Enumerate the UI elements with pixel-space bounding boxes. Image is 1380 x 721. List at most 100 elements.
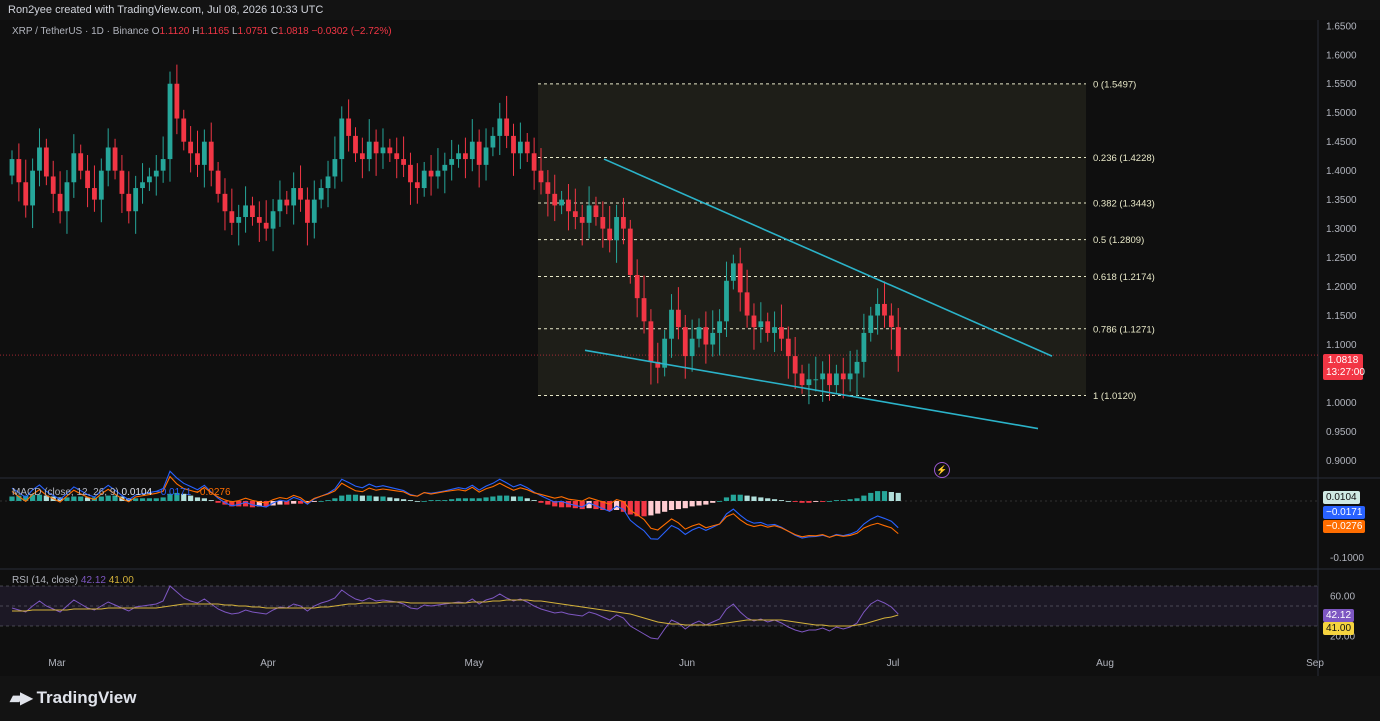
- candle-body: [449, 159, 455, 165]
- open-value: 1.1120: [159, 26, 190, 37]
- macd-histogram-bar: [806, 501, 812, 503]
- candle-body: [572, 211, 578, 218]
- price-tick-label: 1.2500: [1326, 253, 1357, 264]
- macd-histogram-bar: [833, 500, 839, 501]
- macd-histogram-bar: [304, 501, 311, 503]
- macd-signal-line: [11, 475, 899, 538]
- symbol-label: XRP / TetherUS · 1D · Binance: [12, 26, 149, 37]
- candle-body: [895, 327, 901, 357]
- candle-body: [442, 164, 448, 171]
- price-chart[interactable]: 1.6500 1.6000 1.5500 1.5000 1.4500 1.4000 1.35…: [0, 20, 1380, 676]
- macd-line-badge: −0.0171: [1323, 506, 1366, 519]
- last-price: 1.0818: [1327, 355, 1359, 366]
- candle-body: [50, 176, 56, 194]
- candle-body: [57, 193, 63, 212]
- candle-body: [888, 315, 894, 328]
- macd-histogram-bar: [792, 501, 798, 502]
- macd-histogram-bar: [758, 497, 764, 501]
- candle-body: [23, 182, 29, 206]
- chart-frame[interactable]: 1.6500 1.6000 1.5500 1.5000 1.4500 1.4000 1.35…: [0, 20, 1380, 676]
- time-tick-label: Aug: [1096, 658, 1114, 669]
- candle-body: [785, 338, 791, 357]
- macd-histogram-bar: [387, 497, 393, 501]
- macd-histogram-bar: [517, 496, 523, 501]
- low-label: L: [231, 26, 238, 37]
- macd-histogram-bar: [662, 501, 668, 512]
- low-value: 1.0751: [237, 26, 269, 37]
- lightning-icon[interactable]: ⚡: [934, 462, 950, 478]
- candle-body: [332, 159, 338, 177]
- price-tick-label: 0.9500: [1326, 427, 1357, 438]
- macd-histogram-bar: [201, 498, 207, 501]
- macd-histogram-bar: [813, 501, 819, 502]
- candle-body: [765, 321, 771, 333]
- candle-body: [318, 188, 324, 200]
- candle-body: [517, 141, 523, 154]
- candle-body: [250, 205, 255, 218]
- candle-body: [669, 309, 674, 339]
- macd-histogram-bar: [311, 501, 317, 502]
- candle-body: [772, 327, 777, 333]
- close-value: 1.0818: [278, 26, 309, 37]
- candle-body: [545, 182, 551, 194]
- macd-histogram-bar: [785, 501, 791, 502]
- price-tick-label: 1.6000: [1326, 50, 1357, 61]
- candle-body: [277, 199, 283, 212]
- macd-histogram-bar: [689, 501, 695, 507]
- price-tick-label: 0.9000: [1326, 456, 1357, 467]
- candle-body: [78, 153, 84, 171]
- candle-body: [346, 118, 352, 136]
- macd-histogram-bar: [407, 500, 414, 501]
- rsi-tick-label: 60.00: [1330, 592, 1355, 603]
- candle-body: [373, 141, 379, 154]
- macd-histogram-bar: [476, 498, 482, 501]
- macd-histogram-bar: [133, 498, 139, 501]
- macd-histogram-bar: [366, 495, 372, 501]
- macd-histogram-bar: [771, 499, 778, 501]
- macd-histogram-bar: [579, 501, 585, 510]
- macd-signal-badge: −0.0276: [1323, 520, 1366, 533]
- price-tick-label: 1.3500: [1326, 195, 1357, 206]
- tradingview-logo[interactable]: ▰▶ TradingView: [10, 688, 136, 708]
- macd-histogram-bar: [737, 494, 743, 501]
- candle-body: [387, 147, 393, 154]
- candle-body: [167, 83, 173, 160]
- candle-body: [105, 147, 111, 171]
- macd-tick-label: -0.1000: [1330, 553, 1364, 564]
- rsi-ma-line: [12, 599, 899, 627]
- macd-histogram-bar: [167, 493, 173, 501]
- price-tick-label: 1.5000: [1326, 108, 1357, 119]
- macd-histogram-bar: [421, 501, 427, 502]
- candle-body: [882, 303, 887, 316]
- macd-histogram-bar: [490, 496, 496, 501]
- candle-body: [840, 373, 846, 380]
- candle-body: [813, 379, 819, 381]
- candle-body: [311, 199, 317, 223]
- candle-body: [627, 228, 633, 275]
- candle-body: [717, 321, 723, 333]
- candle-body: [160, 159, 166, 171]
- time-tick-label: Jun: [679, 658, 695, 669]
- candle-body: [174, 83, 180, 119]
- macd-histogram-bar: [655, 501, 661, 514]
- macd-histogram-bar: [43, 495, 49, 501]
- candle-body: [566, 199, 571, 212]
- macd-histogram-bar: [723, 497, 730, 501]
- price-tick-label: 1.2000: [1326, 282, 1357, 293]
- time-tick-label: May: [465, 658, 484, 669]
- high-value: 1.1165: [199, 26, 230, 37]
- fib-level-label: 0.5 (1.2809): [1093, 235, 1144, 246]
- macd-histogram-bar: [847, 499, 853, 501]
- candle-body: [147, 176, 152, 183]
- macd-histogram-bar: [400, 499, 407, 501]
- candle-body: [483, 147, 489, 165]
- macd-histogram-bar: [751, 496, 757, 501]
- fib-level-label: 0.382 (1.3443): [1093, 198, 1155, 209]
- candle-body: [469, 141, 475, 160]
- macd-histogram-bar: [105, 495, 111, 501]
- macd-signal-value: −0.0276: [194, 487, 231, 498]
- macd-hist-badge: 0.0104: [1323, 491, 1360, 504]
- candle-body: [593, 205, 599, 218]
- price-tick-label: 1.3000: [1326, 224, 1357, 235]
- macd-histogram-bar: [380, 496, 386, 501]
